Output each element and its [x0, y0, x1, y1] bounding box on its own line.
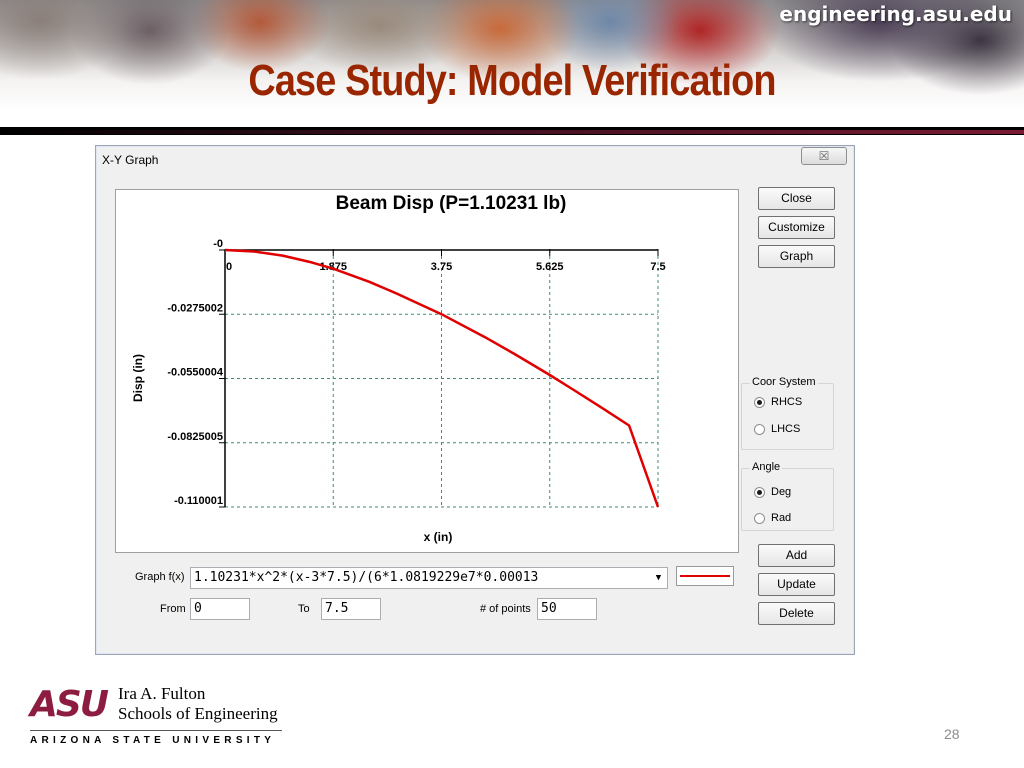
site-url: engineering.asu.edu: [779, 2, 1012, 26]
from-label: From: [160, 603, 186, 615]
y-tick-label: -0.110001: [174, 495, 223, 507]
radio-rhcs[interactable]: RHCS: [754, 396, 802, 410]
radio-selected-icon: [754, 486, 765, 498]
x-tick-label: 3.75: [431, 261, 452, 273]
dialog-close-button[interactable]: ☒: [801, 147, 847, 165]
radio-selected-icon: [754, 396, 765, 408]
header-banner: engineering.asu.edu: [0, 0, 1024, 128]
x-tick-label: 5.625: [536, 261, 564, 273]
to-input[interactable]: 7.5: [321, 598, 381, 620]
radio-rad[interactable]: Rad: [754, 512, 791, 526]
x-tick-label: 7.5: [650, 261, 665, 273]
radio-lhcs[interactable]: LHCS: [754, 423, 800, 437]
points-label: # of points: [480, 603, 531, 615]
line-color-swatch[interactable]: [676, 566, 734, 586]
y-axis-label: Disp (in): [131, 354, 145, 402]
graph-fx-value: 1.10231*x^2*(x-3*7.5)/(6*1.0819229e7*0.0…: [194, 570, 539, 585]
university-name: ARIZONA STATE UNIVERSITY: [30, 735, 276, 746]
slide-title: Case Study: Model Verification: [248, 56, 776, 105]
from-input[interactable]: 0: [190, 598, 250, 620]
x-tick-label: 0: [226, 261, 232, 273]
customize-button[interactable]: Customize: [758, 216, 835, 239]
chart-title: Beam Disp (P=1.10231 lb): [336, 193, 567, 214]
y-tick-label: -0.0550004: [167, 367, 224, 379]
header-rule-accent: [0, 130, 1024, 134]
y-tick-label: -0.0275002: [167, 302, 223, 314]
school-name-line2: Schools of Engineering: [118, 704, 278, 723]
radio-rhcs-label: RHCS: [771, 396, 803, 409]
graph-panel: Beam Disp (P=1.10231 lb) 0 1.875 3.75 5.625 7…: [115, 189, 739, 553]
dialog-title: X-Y Graph: [102, 153, 159, 167]
x-axis-label: x (in): [424, 530, 453, 544]
update-button[interactable]: Update: [758, 573, 835, 596]
page-number: 28: [944, 726, 960, 742]
y-tick-label: -0: [213, 238, 223, 250]
y-tick-label: -0.0825005: [167, 431, 223, 443]
delete-button[interactable]: Delete: [758, 602, 835, 625]
close-icon: ☒: [818, 149, 830, 163]
to-label: To: [298, 603, 310, 615]
radio-unselected-icon: [754, 423, 765, 435]
angle-label: Angle: [750, 461, 783, 473]
radio-lhcs-label: LHCS: [771, 423, 801, 436]
radio-unselected-icon: [754, 512, 765, 524]
beam-disp-chart: Beam Disp (P=1.10231 lb)0 1.875 3.75 5.625 7…: [131, 193, 666, 544]
footer-divider: [30, 730, 282, 731]
radio-deg[interactable]: Deg: [754, 486, 791, 500]
coor-system-group: Coor System RHCS LHCS: [741, 376, 834, 450]
points-input[interactable]: 50: [537, 598, 597, 620]
asu-logo-mark: ASU: [30, 684, 109, 725]
graph-fx-label: Graph f(x): [135, 571, 185, 583]
school-name-line1: Ira A. Fulton: [118, 684, 206, 703]
graph-fx-combo[interactable]: 1.10231*x^2*(x-3*7.5)/(6*1.0819229e7*0.0…: [190, 567, 668, 589]
xy-graph-dialog: X-Y Graph ☒ Beam Disp (P=1.10231 lb) 0 1.8…: [95, 145, 855, 655]
radio-deg-label: Deg: [771, 486, 792, 499]
line-color-sample: [680, 575, 730, 577]
add-button[interactable]: Add: [758, 544, 835, 567]
graph-button[interactable]: Graph: [758, 245, 835, 268]
angle-group: Angle Deg Rad: [741, 461, 834, 531]
radio-rad-label: Rad: [771, 512, 792, 525]
coor-system-label: Coor System: [750, 376, 818, 388]
series-line: [224, 248, 660, 508]
close-button[interactable]: Close: [758, 187, 835, 210]
chevron-down-icon[interactable]: ▼: [650, 568, 667, 588]
